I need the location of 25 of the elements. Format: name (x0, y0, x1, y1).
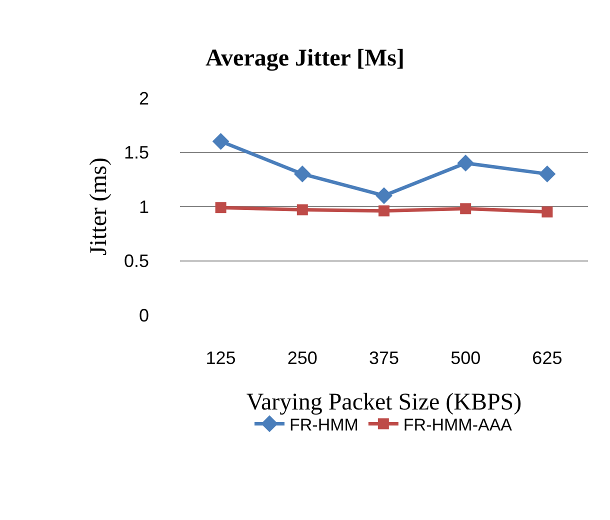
y-tick-label: 2 (138, 88, 149, 108)
y-tick-label: 1.5 (124, 142, 149, 163)
point (296, 204, 308, 216)
y-axis-title: Jitter (ms) (86, 158, 112, 256)
point (212, 132, 230, 150)
chart-title: Average Jitter [Ms] (205, 46, 405, 72)
point (215, 202, 226, 214)
x-tick-label: 250 (287, 348, 318, 368)
x-tick-label: 625 (532, 348, 562, 368)
y-tick-label: 0 (138, 305, 149, 326)
point (294, 166, 311, 182)
y-tick-label: 1 (138, 196, 149, 217)
legend-label: FR-HMM-AAA (403, 415, 513, 434)
point (542, 206, 553, 218)
x-tick-label: 500 (450, 348, 481, 368)
point (378, 205, 390, 216)
x-tick-label: 375 (368, 348, 400, 368)
x-tick-label: 125 (206, 348, 236, 368)
x-axis-title: Varying Packet Size (KBPS) (246, 389, 522, 416)
legend-label: FR-HMM (290, 415, 358, 434)
y-tick-label: 0.5 (124, 251, 149, 272)
point (376, 187, 392, 204)
point (460, 203, 472, 214)
point (457, 154, 474, 172)
point (538, 166, 556, 182)
